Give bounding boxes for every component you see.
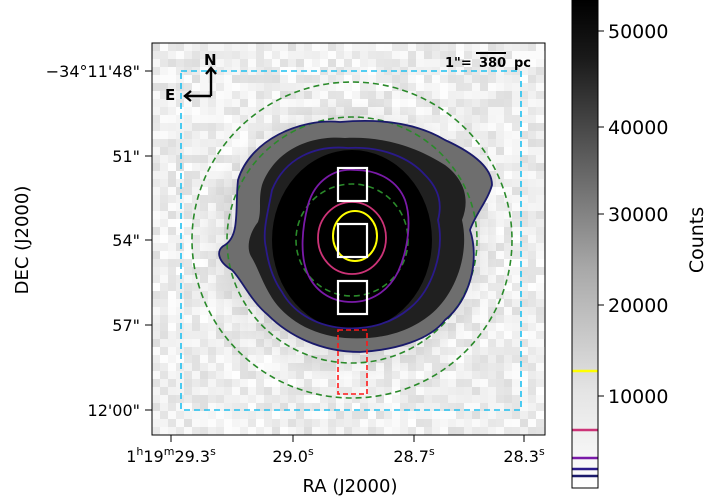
contour-second: [263, 146, 441, 330]
outer-annulus: [191, 81, 513, 399]
contour-third: [301, 168, 410, 303]
cbar-tick-2: 40000: [608, 117, 668, 139]
aperture-center: [336, 222, 369, 259]
y-axis-title: DEC (J2000): [12, 186, 33, 295]
compass: [183, 66, 217, 102]
y-axis: [145, 70, 152, 411]
galaxy-image: [152, 43, 545, 435]
scale-bar: 1"= 380 pc: [445, 52, 531, 71]
x-axis: [170, 435, 525, 442]
cbar-tick-3: 30000: [608, 204, 668, 226]
x-tick-1: 1h19m29.3s: [126, 445, 216, 466]
colorbar: [571, 0, 604, 489]
contour-yellow: [332, 210, 378, 262]
scale-prefix: 1"=: [445, 56, 472, 71]
scale-unit: pc: [514, 56, 531, 71]
region-overlays: [180, 70, 522, 411]
contour-outer: [218, 119, 493, 353]
x-axis-title: RA (J2000): [303, 476, 398, 497]
slit-region: [337, 329, 368, 395]
cbar-tick-1: 50000: [608, 21, 668, 43]
aperture-north: [336, 166, 369, 203]
middle-annulus: [226, 116, 478, 364]
x-tick-3: 28.7s: [393, 445, 435, 466]
image-frame: [151, 42, 546, 436]
aperture-south: [336, 279, 369, 316]
y-tick-5: 12'00": [88, 401, 140, 420]
y-tick-2: 51": [112, 147, 140, 166]
galaxy-emission: [200, 100, 500, 380]
cbar-tick-4: 20000: [608, 295, 668, 317]
x-tick-4: 28.3s: [503, 445, 545, 466]
compass-east: E: [165, 86, 175, 104]
cbar-tick-5: 10000: [608, 386, 668, 408]
y-tick-3: 54": [112, 231, 140, 250]
fov-box: [180, 70, 522, 411]
scale-value: 380: [479, 56, 506, 71]
y-tick-4: 57": [112, 316, 140, 335]
colorbar-label: Counts: [686, 207, 708, 273]
y-tick-1: −34°11'48": [46, 62, 140, 81]
x-tick-2: 29.0s: [272, 445, 314, 466]
compass-north: N: [204, 51, 217, 69]
